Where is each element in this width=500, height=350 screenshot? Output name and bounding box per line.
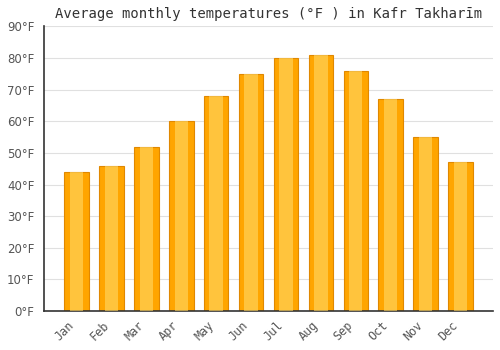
Bar — [70, 172, 84, 311]
Bar — [244, 74, 258, 311]
Bar — [134, 147, 158, 311]
Bar — [280, 58, 292, 311]
Bar — [274, 58, 298, 311]
Bar — [344, 71, 368, 311]
Bar — [378, 99, 403, 311]
Bar — [174, 121, 188, 311]
Bar — [419, 137, 432, 311]
Bar — [169, 121, 194, 311]
Bar — [105, 166, 118, 311]
Bar — [349, 71, 362, 311]
Bar — [314, 55, 328, 311]
Bar — [204, 96, 229, 311]
Bar — [100, 166, 124, 311]
Bar — [414, 137, 438, 311]
Bar — [384, 99, 398, 311]
Bar — [239, 74, 264, 311]
Bar — [64, 172, 89, 311]
Bar — [308, 55, 333, 311]
Title: Average monthly temperatures (°F ) in Kafr Takharīm: Average monthly temperatures (°F ) in Ka… — [55, 7, 482, 21]
Bar — [454, 162, 467, 311]
Bar — [140, 147, 153, 311]
Bar — [210, 96, 223, 311]
Bar — [448, 162, 472, 311]
